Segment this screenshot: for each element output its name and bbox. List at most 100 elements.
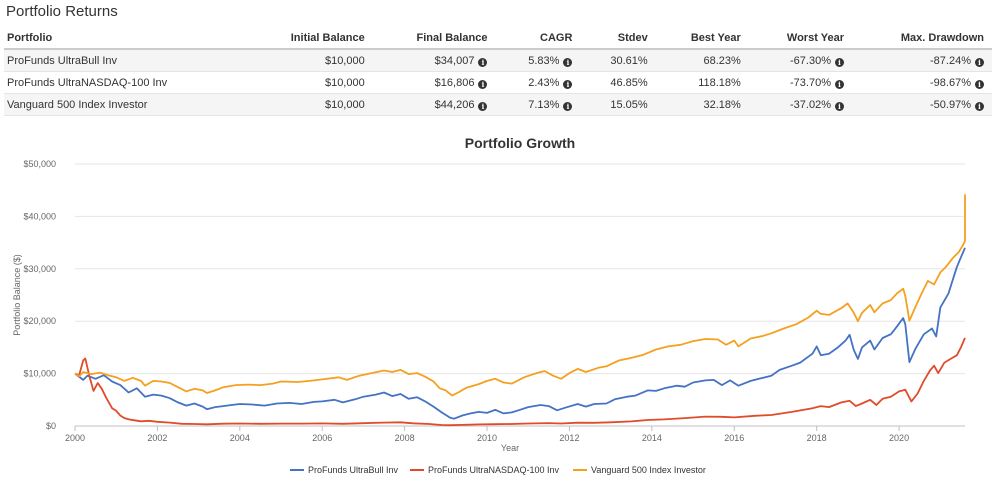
section-title: Portfolio Returns xyxy=(6,3,118,20)
cell-final-balance: $44,206 i xyxy=(372,93,496,116)
cell-stdev: 15.05% xyxy=(580,93,656,116)
cell-value: 30.61% xyxy=(610,54,648,67)
x-tick-label: 2006 xyxy=(312,433,332,443)
x-tick-label: 2004 xyxy=(230,433,250,443)
x-tick-label: 2008 xyxy=(395,433,415,443)
cell-value: ProFunds UltraBull Inv xyxy=(7,54,118,67)
table-row: ProFunds UltraBull Inv $10,000 $34,007 i 5.8… xyxy=(4,49,992,72)
col-stdev: Stdev xyxy=(580,28,656,50)
cell-value: 5.83% xyxy=(528,54,560,67)
info-circle-icon[interactable]: i xyxy=(975,79,984,89)
col-final-balance: Final Balance xyxy=(372,28,496,50)
cell-value: -50.97% xyxy=(930,98,971,111)
series-line-2 xyxy=(74,337,966,427)
cell-value: ProFunds UltraNASDAQ-100 Inv xyxy=(7,76,168,89)
cell-value: 32.18% xyxy=(703,98,741,111)
x-tick-label: 2012 xyxy=(559,433,579,443)
cell-cagr: 7.13% i xyxy=(495,93,581,116)
x-tick-label: 2002 xyxy=(147,433,167,443)
info-circle-icon[interactable]: i xyxy=(563,79,573,89)
cell-final-balance: $34,007 i xyxy=(372,49,496,72)
cell-value: $16,806 xyxy=(434,76,475,89)
cell-value: $34,007 xyxy=(434,54,475,67)
cell-value: $10,000 xyxy=(324,98,365,111)
info-circle-icon[interactable]: i xyxy=(478,101,488,111)
table-row: Vanguard 500 Index Investor $10,000 $44,20… xyxy=(4,93,992,116)
x-tick-label: 2020 xyxy=(889,433,909,443)
info-circle-icon[interactable]: i xyxy=(834,101,844,111)
legend-label: Vanguard 500 Index Investor xyxy=(591,465,706,475)
x-axis-title: Year xyxy=(501,443,519,453)
cell-value: -67.30% xyxy=(790,54,831,67)
cell-value: 15.05% xyxy=(610,98,648,111)
cell-portfolio: ProFunds UltraBull Inv xyxy=(4,49,246,72)
info-circle-icon[interactable]: i xyxy=(478,79,488,89)
y-tick-label: $0 xyxy=(46,421,56,431)
cell-max-drawdown: -87.24% i xyxy=(851,49,992,72)
col-cagr: CAGR xyxy=(495,28,581,50)
info-circle-icon[interactable]: i xyxy=(834,57,844,67)
col-portfolio: Portfolio xyxy=(4,28,246,50)
x-tick-label: 2016 xyxy=(724,433,744,443)
cell-value: $44,206 xyxy=(434,98,475,111)
col-best-year: Best Year xyxy=(655,28,749,50)
x-tick-label: 2014 xyxy=(642,433,662,443)
info-circle-icon[interactable]: i xyxy=(834,79,844,89)
cell-best-year: 118.18% xyxy=(655,71,749,94)
info-circle-icon[interactable]: i xyxy=(563,101,573,111)
series-line-1 xyxy=(74,247,966,420)
cell-best-year: 68.23% xyxy=(655,49,749,72)
x-tick-label: 2010 xyxy=(477,433,497,443)
cell-initial-balance: $10,000 xyxy=(245,93,373,116)
col-max-drawdown: Max. Drawdown xyxy=(851,28,992,50)
y-tick-label: $10,000 xyxy=(23,369,56,379)
x-tick-label: 2018 xyxy=(807,433,827,443)
table-header-row: Portfolio Initial Balance Final Balance … xyxy=(4,28,992,50)
cell-stdev: 30.61% xyxy=(580,49,656,72)
legend-label: ProFunds UltraBull Inv xyxy=(308,465,399,475)
info-circle-icon[interactable]: i xyxy=(478,57,488,67)
info-circle-icon[interactable]: i xyxy=(563,57,573,67)
returns-table: Portfolio Initial Balance Final Balance … xyxy=(4,28,992,116)
cell-value: 7.13% xyxy=(528,98,560,111)
cell-value: 68.23% xyxy=(703,54,741,67)
y-tick-label: $20,000 xyxy=(23,316,56,326)
cell-value: 46.85% xyxy=(610,76,648,89)
y-tick-label: $40,000 xyxy=(23,211,56,221)
cell-final-balance: $16,806 i xyxy=(372,71,496,94)
y-tick-label: $50,000 xyxy=(23,159,56,169)
x-tick-label: 2000 xyxy=(65,433,85,443)
cell-value: 2.43% xyxy=(528,76,560,89)
legend-label: ProFunds UltraNASDAQ-100 Inv xyxy=(428,465,560,475)
chart-title: Portfolio Growth xyxy=(465,135,575,151)
y-tick-label: $30,000 xyxy=(23,264,56,274)
cell-value: -87.24% xyxy=(930,54,971,67)
col-initial-balance: Initial Balance xyxy=(245,28,373,50)
info-circle-icon[interactable]: i xyxy=(975,101,984,111)
cell-worst-year: -37.02% i xyxy=(748,93,852,116)
y-axis-title: Portfolio Balance ($) xyxy=(12,254,22,336)
cell-value: $10,000 xyxy=(324,76,365,89)
cell-cagr: 5.83% i xyxy=(495,49,581,72)
cell-max-drawdown: -50.97% i xyxy=(851,93,992,116)
cell-value: Vanguard 500 Index Investor xyxy=(7,98,148,111)
portfolio-growth-chart: Portfolio Growth $0 $10,000 $20,000 $30,000 $… xyxy=(12,135,966,475)
cell-value: -73.70% xyxy=(790,76,831,89)
cell-max-drawdown: -98.67% i xyxy=(851,71,992,94)
cell-initial-balance: $10,000 xyxy=(245,71,373,94)
cell-worst-year: -73.70% i xyxy=(748,71,852,94)
cell-value: $10,000 xyxy=(324,54,365,67)
cell-stdev: 46.85% xyxy=(580,71,656,94)
info-circle-icon[interactable]: i xyxy=(975,57,984,67)
cell-worst-year: -67.30% i xyxy=(748,49,852,72)
cell-portfolio: ProFunds UltraNASDAQ-100 Inv xyxy=(4,71,246,94)
cell-portfolio: Vanguard 500 Index Investor xyxy=(4,93,246,116)
cell-value: 118.18% xyxy=(698,76,741,89)
series-line-3 xyxy=(74,194,966,397)
col-worst-year: Worst Year xyxy=(748,28,852,50)
cell-initial-balance: $10,000 xyxy=(245,49,373,72)
cell-value: -37.02% xyxy=(790,98,831,111)
cell-value: -98.67% xyxy=(930,76,971,89)
cell-cagr: 2.43% i xyxy=(495,71,581,94)
table-row: ProFunds UltraNASDAQ-100 Inv $10,000 $16,8… xyxy=(4,71,992,94)
